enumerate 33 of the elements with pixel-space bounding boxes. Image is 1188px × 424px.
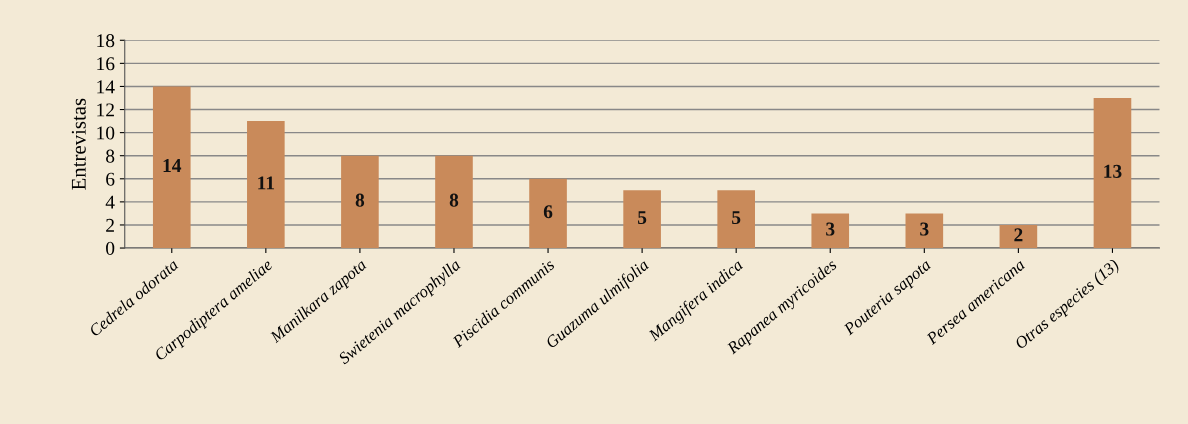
data-label: 2 xyxy=(1014,228,1023,242)
y-tick-label: 16 xyxy=(97,57,115,71)
bar xyxy=(341,155,379,249)
bar xyxy=(999,224,1038,249)
bar xyxy=(811,213,850,249)
data-label: 5 xyxy=(732,211,741,225)
y-tick-label: 8 xyxy=(106,149,115,163)
y-tick-label: 2 xyxy=(106,218,114,232)
y-tick-label: 18 xyxy=(97,34,115,48)
bar xyxy=(1093,97,1132,249)
bar xyxy=(905,213,944,249)
bar xyxy=(717,190,755,249)
y-tick-label: 12 xyxy=(97,103,114,117)
bar xyxy=(247,121,285,249)
data-label: 3 xyxy=(920,222,929,236)
data-label: 13 xyxy=(1104,164,1122,178)
data-label: 14 xyxy=(163,159,182,172)
y-tick-label: 0 xyxy=(106,241,115,255)
bar xyxy=(435,155,473,249)
y-tick-label: 14 xyxy=(97,80,115,94)
data-label: 6 xyxy=(543,205,553,219)
bar xyxy=(623,190,661,249)
data-label: 8 xyxy=(355,193,365,207)
data-label: 8 xyxy=(449,193,459,207)
data-label: 5 xyxy=(638,211,647,225)
y-tick-label: 4 xyxy=(105,195,115,209)
data-label: 11 xyxy=(258,176,275,190)
bar xyxy=(152,86,191,249)
y-axis-title: Entrevistas xyxy=(71,98,86,190)
data-label: 3 xyxy=(826,222,835,236)
y-tick-label: 6 xyxy=(106,172,115,186)
y-tick-label: 10 xyxy=(97,126,115,140)
bar xyxy=(529,178,567,249)
